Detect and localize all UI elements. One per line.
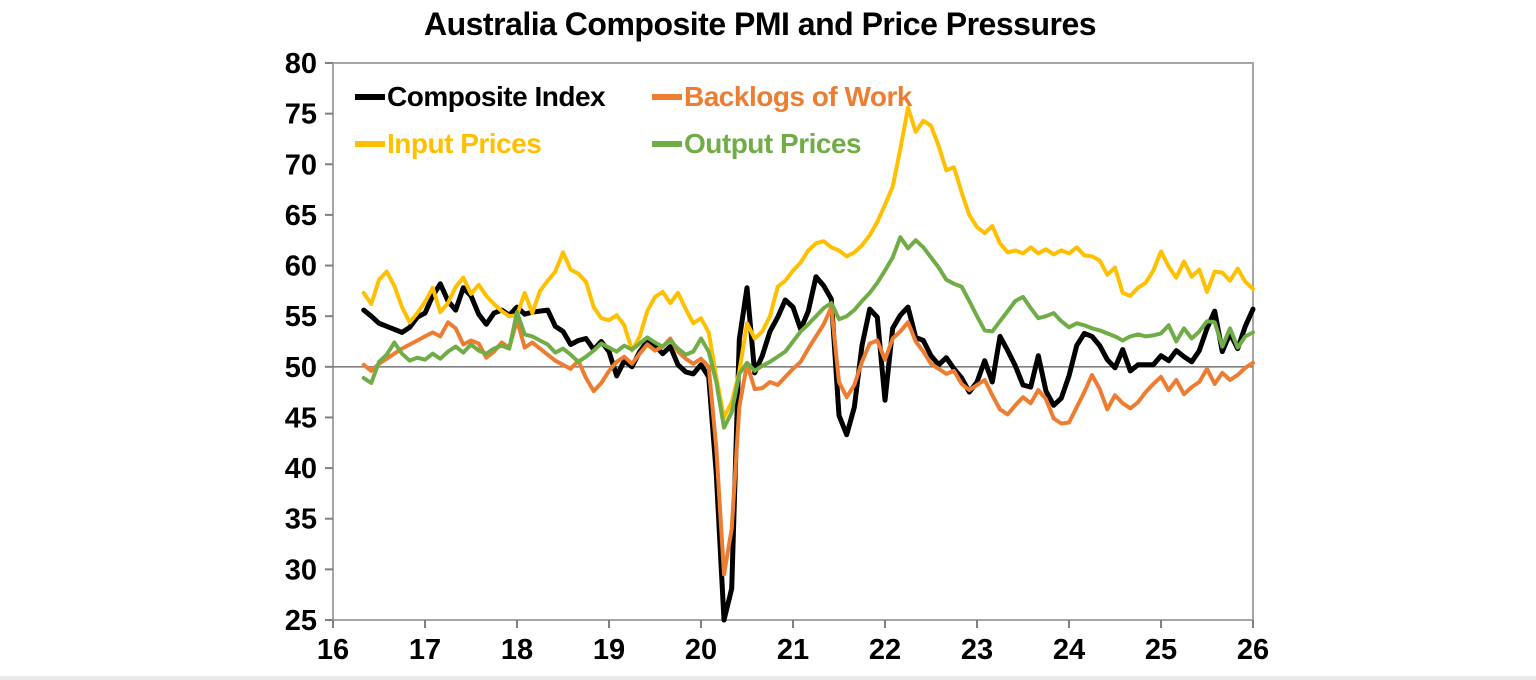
- x-tick-label: 21: [777, 634, 809, 666]
- x-tick-label: 18: [501, 634, 533, 666]
- output-prices-line-swatch-icon: [652, 141, 682, 147]
- legend-label-input-prices: Input Prices: [387, 128, 542, 159]
- composite-index-line: [361, 274, 1256, 623]
- x-tick-label: 24: [1053, 634, 1085, 666]
- x-tick-label: 20: [685, 634, 717, 666]
- output-prices-line: [361, 235, 1255, 430]
- x-tick-label: 23: [961, 634, 993, 666]
- legend-label-output-prices: Output Prices: [684, 128, 862, 159]
- legend-item-composite-index: Composite Index: [355, 81, 606, 112]
- y-tick-label: 30: [285, 554, 317, 586]
- y-tick-label: 80: [285, 48, 317, 80]
- x-tick-label: 16: [317, 634, 349, 666]
- y-tick-label: 70: [285, 149, 317, 181]
- x-tick-label: 19: [593, 634, 625, 666]
- window-bottom-edge: [0, 676, 1536, 680]
- input-prices-line-swatch-icon: [355, 141, 385, 147]
- input-prices-line: [361, 105, 1255, 420]
- y-tick-label: 25: [285, 605, 317, 637]
- x-tick-label: 25: [1145, 634, 1177, 666]
- legend-item-output-prices: Output Prices: [652, 128, 862, 159]
- chart-title: Australia Composite PMI and Price Pressu…: [423, 6, 1097, 42]
- y-tick-label: 65: [285, 200, 317, 232]
- composite-index-line-swatch-icon: [355, 94, 385, 100]
- x-tick-label: 17: [409, 634, 441, 666]
- y-tick-label: 40: [285, 453, 317, 485]
- y-tick-label: 55: [285, 301, 317, 333]
- legend-item-backlogs-of-work: Backlogs of Work: [652, 81, 912, 112]
- y-tick-label: 50: [285, 352, 317, 384]
- y-tick-label: 75: [285, 99, 317, 131]
- backlogs-of-work-line-swatch-icon: [652, 94, 682, 100]
- y-tick-label: 60: [285, 251, 317, 283]
- y-tick-label: 35: [285, 504, 317, 536]
- legend-label-composite-index: Composite Index: [387, 81, 606, 112]
- legend-label-backlogs-of-work: Backlogs of Work: [684, 81, 912, 112]
- y-tick-label: 45: [285, 402, 317, 434]
- legend-item-input-prices: Input Prices: [355, 128, 542, 159]
- x-tick-label: 26: [1237, 634, 1269, 666]
- x-tick-label: 22: [869, 634, 901, 666]
